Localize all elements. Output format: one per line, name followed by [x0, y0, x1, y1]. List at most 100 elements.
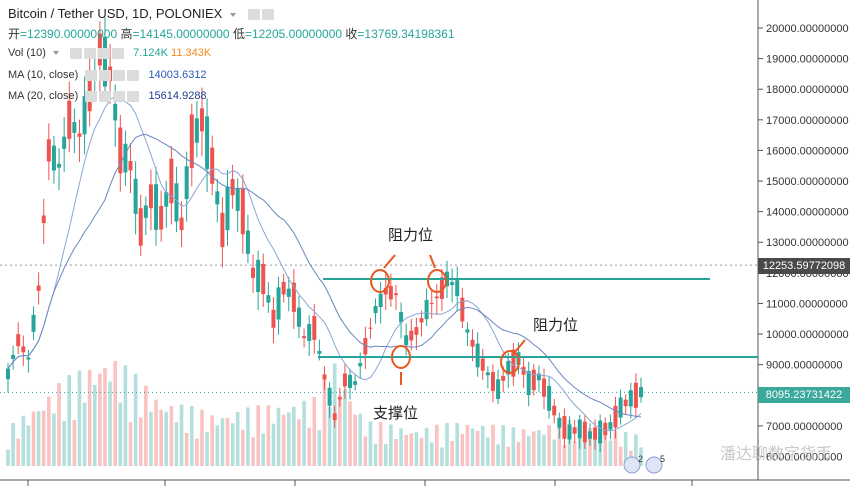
add-icon[interactable]	[113, 69, 126, 81]
volume-bar	[47, 396, 51, 466]
settings-icon[interactable]	[85, 90, 98, 102]
volume-bar	[450, 441, 454, 466]
volume-bar	[62, 420, 66, 466]
volume-bar	[241, 429, 245, 466]
volume-bar	[235, 411, 240, 466]
candle-body	[639, 387, 643, 398]
y-tick-label: 18000.00000000	[766, 84, 849, 96]
volume-bar	[634, 434, 638, 466]
close-icon[interactable]	[127, 90, 140, 102]
settings-icon[interactable]	[247, 9, 260, 21]
volume-bar	[496, 444, 500, 466]
candle-body	[302, 336, 307, 339]
low-label: 低	[232, 27, 245, 41]
candle-body	[148, 184, 153, 209]
volume-bar	[72, 419, 77, 466]
volume-bar	[516, 441, 521, 466]
candle-body	[307, 324, 312, 341]
candle-body	[6, 368, 10, 380]
candle-body	[184, 166, 189, 199]
volume-bar	[210, 415, 214, 466]
candle-body	[526, 370, 531, 396]
eye-icon[interactable]	[261, 9, 274, 21]
close-label: 收	[345, 27, 358, 41]
volume-bar	[87, 369, 92, 466]
volume-bar	[77, 370, 82, 466]
volume-bar	[465, 424, 470, 466]
candle-body	[490, 372, 495, 391]
candle-body	[460, 297, 465, 322]
candle-body	[552, 405, 557, 416]
candle-body	[261, 263, 266, 295]
candle-body	[235, 187, 240, 211]
candle-body	[409, 330, 414, 341]
candle-body	[547, 385, 552, 411]
volume-bar	[424, 427, 429, 466]
arrow	[429, 254, 436, 269]
volume-bar	[302, 400, 306, 466]
volume-bar	[531, 431, 536, 466]
chevron-down-icon[interactable]	[229, 12, 236, 17]
candle-body	[378, 293, 383, 308]
candle-body	[245, 230, 250, 254]
volume-bar	[52, 413, 56, 466]
vol-label: Vol (10)	[8, 47, 46, 59]
volume-bar	[404, 434, 408, 466]
volume-bar	[542, 434, 546, 466]
chart-title-bar: Bitcoin / Tether USD, 1D, POLONIEX	[8, 6, 280, 21]
candle-body	[266, 295, 271, 303]
candle-body	[633, 382, 638, 408]
close-icon[interactable]	[112, 47, 125, 59]
volume-bar	[480, 425, 485, 466]
volume-bar	[108, 381, 112, 466]
key-point-circle	[391, 345, 411, 369]
candle-body	[118, 127, 123, 174]
eye-icon[interactable]	[99, 90, 112, 102]
volume-bar	[57, 383, 61, 466]
resistance-label-2: 阻力位	[533, 317, 579, 334]
volume-bar	[445, 423, 449, 466]
candle-body	[36, 285, 41, 291]
add-icon[interactable]	[113, 90, 126, 102]
settings-icon[interactable]	[70, 47, 83, 59]
candle-body	[82, 96, 87, 135]
eye-icon[interactable]	[84, 47, 97, 59]
candle-body	[41, 215, 46, 224]
candle-body	[628, 390, 633, 407]
candle-body	[399, 312, 404, 323]
volume-bar	[292, 406, 296, 466]
candle-body	[455, 280, 460, 297]
volume-bar	[338, 395, 342, 466]
volume-bar	[547, 425, 551, 466]
indicator-ma10: MA (10, close) 14003.6312	[8, 69, 207, 81]
volume-bar	[383, 444, 388, 466]
candle-body	[414, 327, 419, 335]
volume-bar	[557, 421, 562, 466]
candle-body	[342, 373, 347, 387]
volume-bar	[623, 431, 628, 466]
key-point-circle	[500, 350, 520, 374]
volume-bar	[537, 430, 541, 466]
close-icon[interactable]	[127, 69, 140, 81]
add-icon[interactable]	[98, 47, 111, 59]
volume-bar	[394, 439, 398, 466]
eye-icon[interactable]	[99, 69, 112, 81]
volume-bar	[215, 425, 220, 466]
candle-body	[143, 205, 148, 218]
badge-count: 5	[660, 454, 665, 464]
y-tick-label: 7000.00000000	[766, 421, 842, 433]
candle-body	[383, 287, 388, 295]
volume-bar	[378, 422, 383, 466]
volume-bar	[281, 414, 286, 466]
candle-body	[439, 277, 444, 299]
settings-icon[interactable]	[85, 69, 98, 81]
candle-body	[618, 397, 623, 418]
candle-body	[174, 183, 179, 222]
candle-body	[470, 339, 475, 347]
candle-body	[465, 329, 470, 333]
chevron-down-icon[interactable]	[52, 51, 59, 56]
volume-bar	[16, 438, 21, 466]
watermark: 潘达聊数字货币	[719, 446, 832, 463]
volume-bar	[138, 417, 143, 466]
